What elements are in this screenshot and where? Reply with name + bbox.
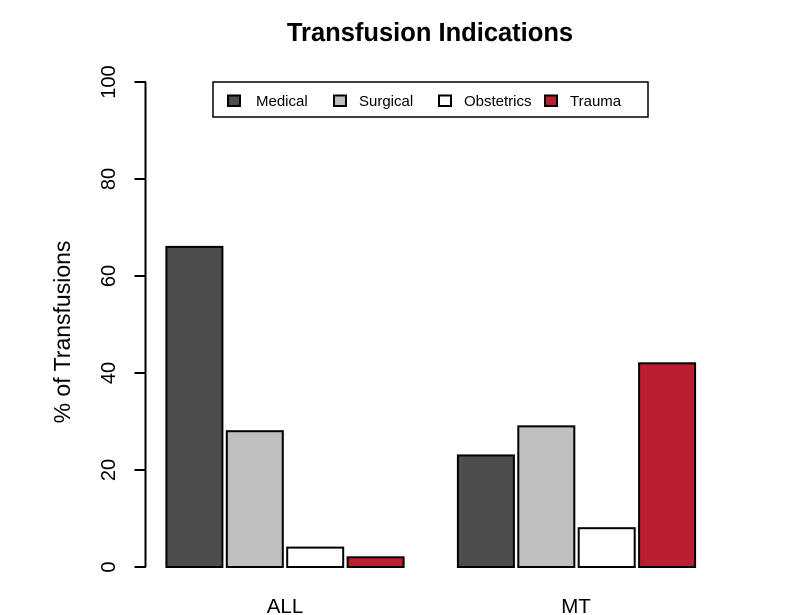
svg-text:Trauma: Trauma	[570, 93, 622, 110]
svg-text:Obstetrics: Obstetrics	[464, 93, 532, 110]
svg-text:ALL: ALL	[267, 595, 303, 615]
svg-text:0: 0	[98, 561, 120, 572]
svg-text:100: 100	[98, 65, 120, 98]
svg-text:Surgical: Surgical	[359, 93, 413, 110]
svg-text:Medical: Medical	[256, 93, 308, 110]
svg-text:20: 20	[98, 459, 120, 481]
svg-text:80: 80	[98, 168, 120, 190]
svg-text:MT: MT	[561, 595, 591, 615]
svg-text:% of Transfusions: % of Transfusions	[49, 241, 75, 424]
svg-text:40: 40	[98, 362, 120, 384]
svg-text:60: 60	[98, 265, 120, 287]
svg-text:Transfusion Indications: Transfusion Indications	[287, 19, 573, 47]
